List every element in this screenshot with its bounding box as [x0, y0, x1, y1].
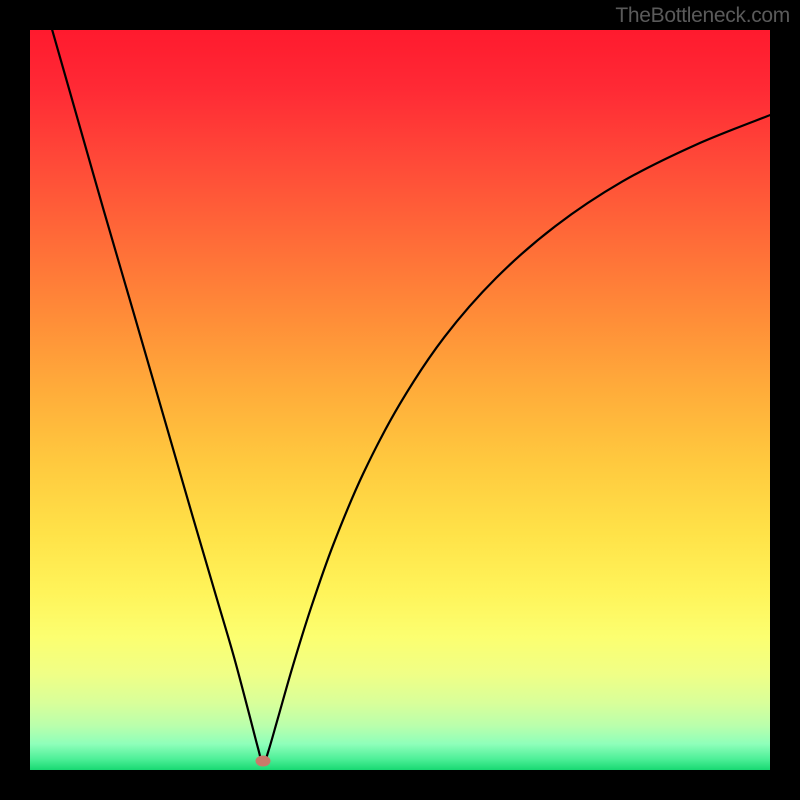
bottleneck-curve [30, 30, 770, 770]
plot-area [30, 30, 770, 770]
minimum-marker [256, 756, 271, 767]
watermark-text: TheBottleneck.com [615, 4, 790, 28]
